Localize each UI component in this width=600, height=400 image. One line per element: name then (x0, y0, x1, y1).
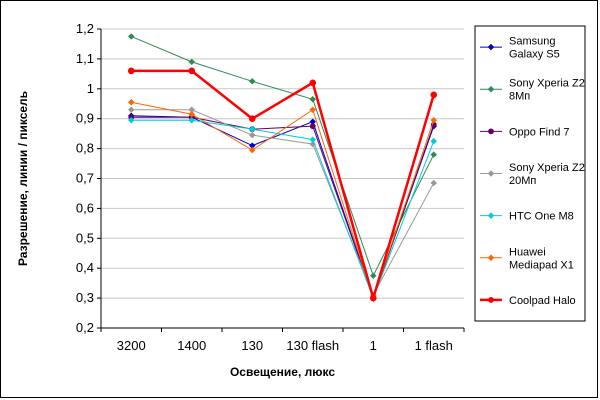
series-line (131, 69, 435, 303)
data-point (369, 294, 377, 302)
series-line (131, 115, 435, 300)
y-tick-label: 1,2 (76, 21, 94, 36)
y-tick-label: 0,3 (76, 290, 94, 305)
data-point (248, 77, 256, 85)
data-point (430, 137, 438, 145)
data-point (309, 95, 317, 103)
legend-swatch-marker (488, 297, 494, 303)
data-point (309, 123, 316, 130)
legend-label: HTC One M8 (509, 211, 574, 223)
y-tick-label: 0,8 (76, 141, 94, 156)
data-point (127, 116, 135, 124)
data-point (188, 67, 196, 75)
series-line (131, 36, 435, 277)
data-point (430, 179, 438, 187)
legend-label: Huawei (509, 246, 546, 258)
data-point (430, 91, 438, 99)
legend-swatch-marker (487, 254, 495, 262)
series-line (131, 101, 435, 300)
data-point (309, 106, 317, 114)
series-3 (127, 106, 438, 299)
data-point (309, 136, 317, 143)
data-point (127, 106, 135, 114)
x-tick-label: 1 flash (415, 338, 453, 353)
x-tick-label: 3200 (117, 338, 146, 353)
data-point (248, 131, 256, 139)
legend-label: Galaxy S5 (509, 49, 560, 61)
series-6 (127, 67, 438, 303)
data-point (369, 272, 377, 280)
y-tick-label: 0,9 (76, 111, 94, 126)
legend-item-2: Oppo Find 7 (480, 126, 570, 138)
series-4 (127, 116, 438, 302)
legend-label: Sony Xperia Z2 (509, 78, 585, 90)
legend-swatch-marker (488, 128, 494, 135)
legend-label: 20Mп (509, 175, 536, 187)
y-axis-title: Разрешение, линии / пиксель (16, 91, 30, 266)
legend-label: 8Mп (509, 91, 530, 103)
legend-label: Coolpad Halo (509, 295, 576, 307)
data-point (430, 151, 438, 158)
y-tick-label: 1,1 (76, 51, 94, 66)
x-tick-label: 130 (241, 338, 263, 353)
x-tick-label: 1 (370, 338, 377, 353)
series-5 (127, 98, 438, 302)
y-tick-label: 0,5 (76, 230, 94, 245)
y-tick-label: 1 (87, 81, 94, 96)
legend-item-4: HTC One M8 (480, 211, 574, 223)
data-point (188, 110, 196, 118)
series-0 (127, 112, 438, 302)
x-tick-label: 130 flash (286, 338, 339, 353)
series-line (131, 119, 435, 300)
data-point (430, 116, 438, 124)
series-line (131, 109, 435, 297)
series-2 (128, 114, 437, 302)
data-point (127, 67, 135, 75)
legend-label: Oppo Find 7 (509, 126, 570, 138)
data-point (127, 33, 135, 40)
data-point (188, 58, 196, 66)
series-line (131, 116, 435, 300)
data-point (309, 79, 317, 87)
y-tick-label: 0,4 (76, 260, 94, 275)
data-point (248, 146, 256, 154)
data-point (188, 116, 196, 124)
legend-swatch-marker (487, 43, 495, 51)
legend-swatch-marker (487, 212, 495, 219)
series-1 (127, 33, 438, 280)
data-point (127, 98, 135, 106)
data-point (248, 125, 256, 133)
legend-label: Sony Xperia Z2 (509, 162, 585, 174)
x-axis-title: Освещение, люкс (230, 365, 335, 379)
y-tick-label: 0,6 (76, 200, 94, 215)
legend-swatch-marker (487, 85, 495, 93)
legend-swatch-marker (487, 170, 495, 177)
x-tick-label: 1400 (177, 338, 206, 353)
y-tick-label: 0,2 (76, 320, 94, 335)
data-point (248, 115, 256, 122)
y-tick-label: 0,7 (76, 171, 94, 186)
legend-label: Mediapad X1 (509, 259, 574, 271)
legend-item-6: Coolpad Halo (480, 295, 576, 307)
legend-label: Samsung (509, 36, 555, 48)
